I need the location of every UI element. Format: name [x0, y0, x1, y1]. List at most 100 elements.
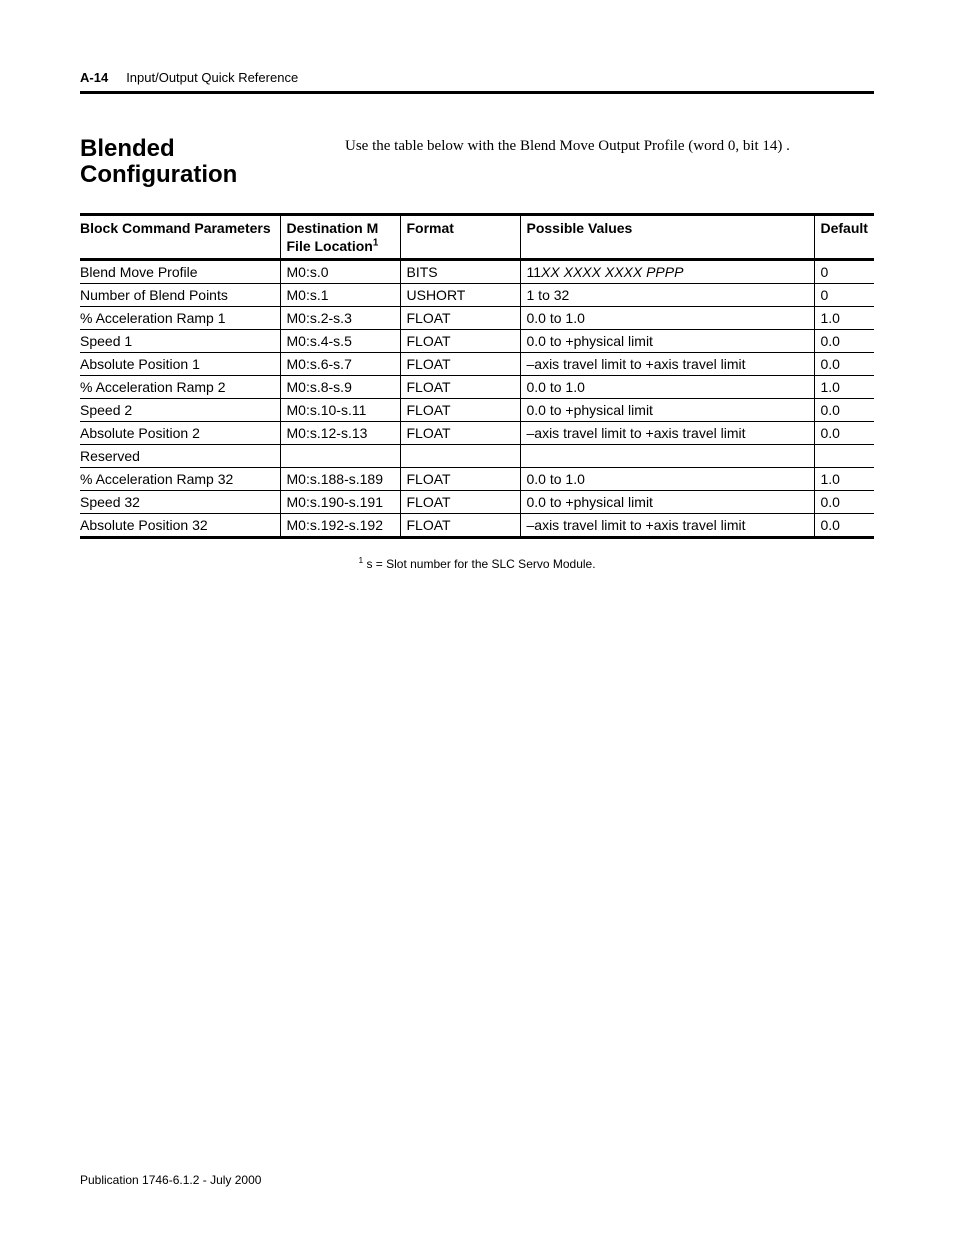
- section-row: Blended Configuration Use the table belo…: [80, 136, 874, 189]
- cell-format: FLOAT: [400, 376, 520, 399]
- cell-possible: 0.0 to 1.0: [520, 468, 814, 491]
- cell-possible: 0.0 to +physical limit: [520, 491, 814, 514]
- cell-dest: M0:s.188-s.189: [280, 468, 400, 491]
- cell-possible-text: 0.0 to 1.0: [527, 379, 585, 395]
- cell-possible: –axis travel limit to +axis travel limit: [520, 514, 814, 538]
- cell-possible-text: –axis travel limit to +axis travel limit: [527, 425, 746, 441]
- cell-dest: M0:s.10-s.11: [280, 399, 400, 422]
- table-row: % Acceleration Ramp 2M0:s.8-s.9FLOAT 0.0 …: [80, 376, 874, 399]
- table-row: % Acceleration Ramp 1M0:s.2-s.3FLOAT 0.0 …: [80, 307, 874, 330]
- cell-possible-text: 0.0 to 1.0: [527, 471, 585, 487]
- cell-param: % Acceleration Ramp 32: [80, 468, 280, 491]
- cell-dest: M0:s.1: [280, 284, 400, 307]
- cell-format: FLOAT: [400, 399, 520, 422]
- cell-default: 1.0: [814, 376, 874, 399]
- cell-format: FLOAT: [400, 422, 520, 445]
- cell-param: Speed 2: [80, 399, 280, 422]
- cell-possible-text: 0.0 to +physical limit: [527, 333, 653, 349]
- parameter-table: Block Command Parameters Destination M F…: [80, 213, 874, 539]
- cell-dest: M0:s.6-s.7: [280, 353, 400, 376]
- cell-format: FLOAT: [400, 514, 520, 538]
- col-header-dest-sup: 1: [373, 237, 378, 248]
- cell-default: 0: [814, 284, 874, 307]
- col-header-dest: Destination M File Location1: [280, 214, 400, 259]
- cell-default: [814, 445, 874, 468]
- header-title: Input/Output Quick Reference: [126, 70, 298, 85]
- table-row: Absolute Position 1M0:s.6-s.7FLOAT–axis …: [80, 353, 874, 376]
- cell-param: % Acceleration Ramp 1: [80, 307, 280, 330]
- cell-possible: –axis travel limit to +axis travel limit: [520, 422, 814, 445]
- cell-possible-text: –axis travel limit to +axis travel limit: [527, 356, 746, 372]
- cell-default: 0.0: [814, 330, 874, 353]
- cell-default: 0.0: [814, 514, 874, 538]
- cell-possible-text: 11: [527, 264, 542, 280]
- cell-dest: M0:s.190-s.191: [280, 491, 400, 514]
- cell-default: 0.0: [814, 422, 874, 445]
- cell-default: 1.0: [814, 307, 874, 330]
- cell-possible: 1 to 32: [520, 284, 814, 307]
- col-header-param: Block Command Parameters: [80, 214, 280, 259]
- cell-param: Reserved: [80, 445, 280, 468]
- cell-possible-text: –axis travel limit to +axis travel limit: [527, 517, 746, 533]
- cell-dest: M0:s.0: [280, 260, 400, 284]
- cell-possible: [520, 445, 814, 468]
- table-row: Absolute Position 2M0:s.12-s.13FLOAT –axi…: [80, 422, 874, 445]
- table-row: Speed 2M0:s.10-s.11FLOAT0.0 to +physical…: [80, 399, 874, 422]
- cell-possible-text: 1 to 32: [527, 287, 570, 303]
- page-number: A-14: [80, 70, 108, 85]
- cell-possible: 0.0 to +physical limit: [520, 399, 814, 422]
- cell-dest: [280, 445, 400, 468]
- cell-param: Absolute Position 32: [80, 514, 280, 538]
- col-header-format: Format: [400, 214, 520, 259]
- table-body: Blend Move ProfileM0:s.0BITS 11XX XXXX XX…: [80, 260, 874, 538]
- cell-possible: –axis travel limit to +axis travel limit: [520, 353, 814, 376]
- cell-param: Number of Blend Points: [80, 284, 280, 307]
- cell-format: [400, 445, 520, 468]
- cell-possible: 0.0 to 1.0: [520, 307, 814, 330]
- footnote-text: s = Slot number for the SLC Servo Module…: [363, 557, 595, 571]
- section-title: Blended Configuration: [80, 136, 315, 189]
- cell-format: FLOAT: [400, 307, 520, 330]
- cell-param: % Acceleration Ramp 2: [80, 376, 280, 399]
- table-footnote: 1 s = Slot number for the SLC Servo Modu…: [80, 555, 874, 571]
- cell-default: 0.0: [814, 399, 874, 422]
- table-row: % Acceleration Ramp 32M0:s.188-s.189FLOA…: [80, 468, 874, 491]
- cell-default: 0.0: [814, 353, 874, 376]
- col-header-possible: Possible Values: [520, 214, 814, 259]
- cell-param: Speed 1: [80, 330, 280, 353]
- cell-param: Blend Move Profile: [80, 260, 280, 284]
- table-row: Speed 32M0:s.190-s.191FLOAT 0.0 to +physi…: [80, 491, 874, 514]
- col-header-default: Default: [814, 214, 874, 259]
- cell-format: FLOAT: [400, 468, 520, 491]
- cell-format: FLOAT: [400, 330, 520, 353]
- cell-possible-text: 0.0 to +physical limit: [527, 494, 653, 510]
- cell-possible: 0.0 to +physical limit: [520, 330, 814, 353]
- table-row: Reserved: [80, 445, 874, 468]
- table-row: Number of Blend PointsM0:s.1USHORT 1 to 3…: [80, 284, 874, 307]
- cell-possible-text: 0.0 to 1.0: [527, 310, 585, 326]
- table-header-row: Block Command Parameters Destination M F…: [80, 214, 874, 259]
- cell-dest: M0:s.4-s.5: [280, 330, 400, 353]
- table-head: Block Command Parameters Destination M F…: [80, 214, 874, 259]
- cell-dest: M0:s.8-s.9: [280, 376, 400, 399]
- cell-default: 0: [814, 260, 874, 284]
- col-header-dest-text: Destination M File Location: [287, 220, 379, 254]
- table-row: Blend Move ProfileM0:s.0BITS 11XX XXXX XX…: [80, 260, 874, 284]
- cell-dest: M0:s.192-s.192: [280, 514, 400, 538]
- table-row: Absolute Position 32M0:s.192-s.192FLOAT–…: [80, 514, 874, 538]
- cell-dest: M0:s.12-s.13: [280, 422, 400, 445]
- table-row: Speed 1M0:s.4-s.5FLOAT 0.0 to +physical l…: [80, 330, 874, 353]
- cell-default: 0.0: [814, 491, 874, 514]
- cell-param: Speed 32: [80, 491, 280, 514]
- cell-param: Absolute Position 2: [80, 422, 280, 445]
- cell-dest: M0:s.2-s.3: [280, 307, 400, 330]
- cell-format: FLOAT: [400, 491, 520, 514]
- cell-format: BITS: [400, 260, 520, 284]
- cell-possible-italic: XX XXXX XXXX PPPP: [541, 264, 683, 280]
- cell-possible: 0.0 to 1.0: [520, 376, 814, 399]
- cell-default: 1.0: [814, 468, 874, 491]
- cell-format: USHORT: [400, 284, 520, 307]
- publication-line: Publication 1746-6.1.2 - July 2000: [80, 1173, 261, 1187]
- running-header: A-14 Input/Output Quick Reference: [80, 70, 874, 94]
- page: A-14 Input/Output Quick Reference Blende…: [0, 0, 954, 1235]
